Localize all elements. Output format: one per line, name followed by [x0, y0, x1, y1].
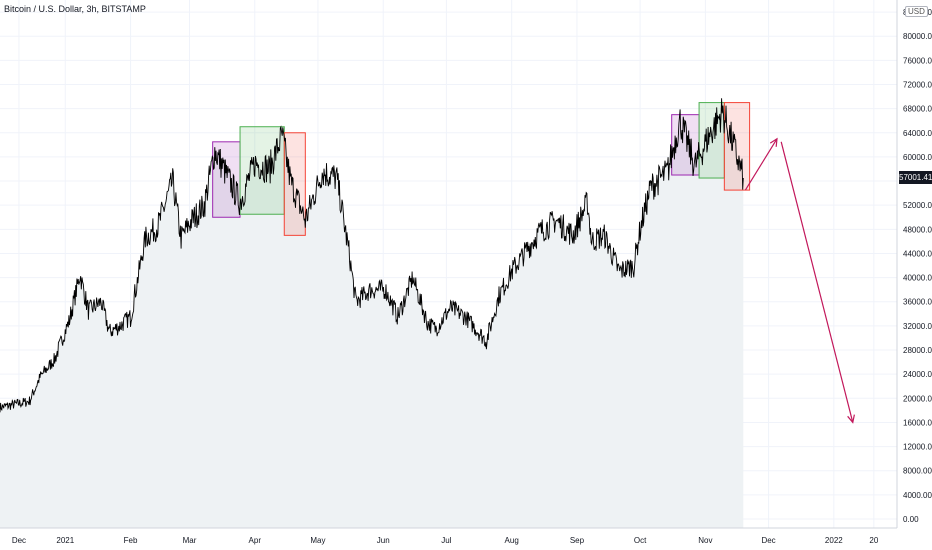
y-tick-label: 12000.00	[903, 443, 932, 452]
y-tick-label: 8000.00	[903, 467, 932, 476]
y-tick-label: 40000.00	[903, 274, 932, 283]
x-tick-label: 2021	[56, 536, 74, 545]
x-tick-label: Jul	[441, 536, 451, 545]
y-tick-label: 36000.00	[903, 298, 932, 307]
time-axis[interactable]: Dec 2021 Feb Mar Apr May Jun Jul Aug Sep Oct Nov Dec…	[12, 536, 879, 545]
currency-button[interactable]: USD	[905, 6, 928, 17]
price-line-group	[0, 98, 744, 413]
y-tick-label: 44000.00	[903, 249, 932, 258]
x-tick-label: Sep	[570, 536, 585, 545]
projection-arrows	[744, 137, 855, 424]
projection-arrow	[744, 138, 778, 191]
projection-arrow	[780, 141, 854, 423]
x-tick-label: 20	[869, 536, 878, 545]
y-tick-label: 64000.00	[903, 129, 932, 138]
x-tick-label: Jun	[377, 536, 390, 545]
y-tick-label: 52000.00	[903, 201, 932, 210]
annotation-box	[283, 132, 306, 236]
y-tick-label: 72000.00	[903, 80, 932, 89]
y-tick-label: 16000.00	[903, 418, 932, 427]
y-tick-label: 48000.00	[903, 225, 932, 234]
y-tick-label: 80000.00	[903, 32, 932, 41]
x-tick-label: May	[310, 536, 325, 545]
last-price-label: 57001.41	[899, 171, 932, 184]
arrow-head	[769, 137, 778, 147]
x-tick-label: Mar	[183, 536, 197, 545]
y-tick-label: 76000.00	[903, 56, 932, 65]
y-tick-label: 24000.00	[903, 370, 932, 379]
annotation-boxes	[212, 102, 751, 236]
y-tick-label: 0.00	[903, 515, 919, 524]
chart-title: Bitcoin / U.S. Dollar, 3h, BITSTAMP	[4, 4, 146, 14]
y-tick-label: 68000.00	[903, 105, 932, 114]
x-tick-label: Nov	[698, 536, 712, 545]
annotation-box	[723, 102, 751, 191]
price-area	[0, 98, 744, 529]
y-tick-label: 4000.00	[903, 491, 932, 500]
y-tick-label: 28000.00	[903, 346, 932, 355]
x-tick-label: Dec	[761, 536, 775, 545]
arrow-head	[847, 414, 855, 424]
price-axis[interactable]: 0.00 4000.00 8000.00 12000.00 16000.00 20000.…	[903, 8, 932, 524]
y-tick-label: 32000.00	[903, 322, 932, 331]
y-tick-label: 20000.00	[903, 394, 932, 403]
price-line	[0, 98, 744, 413]
x-tick-label: Apr	[249, 536, 262, 545]
x-tick-label: Aug	[505, 536, 519, 545]
y-tick-label: 60000.00	[903, 153, 932, 162]
x-tick-label: Feb	[124, 536, 138, 545]
x-tick-label: Oct	[634, 536, 647, 545]
annotation-box	[212, 141, 241, 218]
x-tick-label: Dec	[12, 536, 26, 545]
x-tick-label: 2022	[825, 536, 843, 545]
price-area-fill	[0, 98, 744, 529]
